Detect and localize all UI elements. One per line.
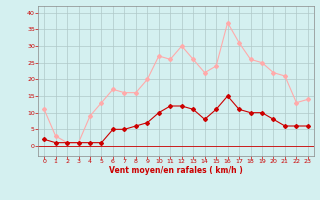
X-axis label: Vent moyen/en rafales ( km/h ): Vent moyen/en rafales ( km/h ) [109, 166, 243, 175]
